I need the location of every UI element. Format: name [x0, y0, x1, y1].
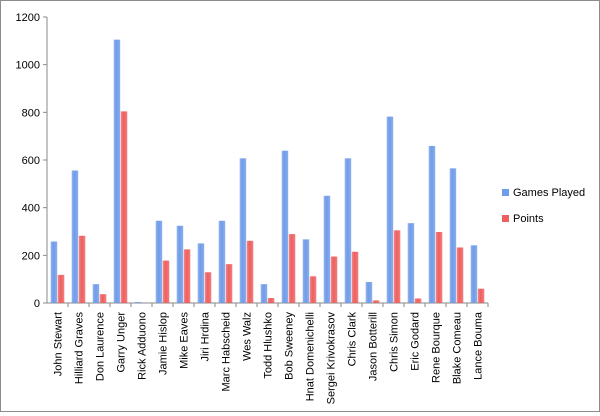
bar-games-played-bob-sweeney: [281, 150, 289, 303]
bar-points-jason-botterill: [372, 300, 380, 303]
bar-games-played-todd-hlushko: [260, 284, 268, 303]
axes: 0 200 400 600 800 1000 1200: [16, 12, 489, 310]
bar-points-chris-clark: [351, 251, 359, 303]
x-tick-labels: John Stewart Hilliard Graves Don Laurence G…: [53, 311, 485, 404]
bar-points-john-stewart: [57, 274, 65, 303]
bar-points-wes-walz: [246, 240, 254, 303]
legend: Games Played Points: [502, 187, 585, 225]
bars: [50, 39, 485, 304]
bar-games-played-john-stewart: [50, 241, 58, 303]
x-tick-label: Mike Eaves: [179, 312, 191, 369]
x-tick-label: Bob Sweeney: [284, 312, 296, 380]
bar-points-sergei-krivokrasov: [330, 256, 338, 303]
y-tick-label: 800: [22, 107, 40, 119]
x-tick-label: Jason Botterill: [368, 312, 380, 381]
x-tick-label: Chris Simon: [389, 312, 401, 372]
bar-points-jamie-hislop: [162, 260, 170, 303]
legend-swatch-points: [502, 215, 509, 222]
x-tick-label: John Stewart: [53, 312, 65, 376]
bar-games-played-mike-eaves: [176, 225, 184, 303]
bar-games-played-don-laurence: [92, 284, 100, 303]
bar-games-played-jamie-hislop: [155, 220, 163, 303]
x-tick-label: Garry Unger: [116, 312, 128, 373]
x-tick-label: Chris Clark: [347, 312, 359, 367]
bar-games-played-chris-simon: [386, 116, 394, 304]
bar-games-played-blake-comeau: [449, 168, 457, 303]
x-tick-label: Hilliard Graves: [74, 312, 86, 385]
x-tick-label: Rick Adduono: [137, 312, 149, 380]
bar-games-played-marc-habscheid: [218, 220, 226, 303]
bar-games-played-rene-bourque: [428, 145, 436, 303]
bar-games-played-wes-walz: [239, 158, 247, 303]
bar-games-played-eric-godard: [407, 223, 415, 303]
x-tick-label: Blake Comeau: [452, 312, 464, 384]
bar-points-todd-hlushko: [267, 298, 275, 303]
bar-games-played-jason-botterill: [365, 282, 373, 303]
x-tick-label: Sergei Krivokrasov: [326, 312, 338, 405]
x-tick-label: Rene Bourque: [431, 312, 443, 383]
y-tick-label: 1200: [16, 12, 40, 24]
bar-points-garry-unger: [120, 111, 128, 303]
y-tick-label: 400: [22, 203, 40, 215]
y-tick-label: 1000: [16, 60, 40, 72]
bar-points-bob-sweeney: [288, 234, 296, 303]
bar-points-hnat-domenichelli: [309, 276, 317, 303]
bar-points-chris-simon: [393, 230, 401, 303]
bar-points-rene-bourque: [435, 231, 443, 303]
y-tick-label: 600: [22, 155, 40, 167]
bar-points-blake-comeau: [456, 247, 464, 303]
x-tick-label: Jamie Hislop: [158, 312, 170, 375]
y-tick-label: 0: [34, 298, 40, 310]
bar-games-played-sergei-krivokrasov: [323, 195, 331, 303]
y-tick-label: 200: [22, 250, 40, 262]
bar-points-jiri-hrdina: [204, 272, 212, 303]
x-tick-label: Wes Walz: [242, 312, 254, 361]
bar-games-played-rick-adduono: [134, 302, 142, 303]
bar-points-eric-godard: [414, 298, 422, 303]
bar-games-played-hilliard-graves: [71, 170, 79, 303]
bar-points-lance-bouma: [477, 288, 485, 303]
bar-points-mike-eaves: [183, 249, 191, 304]
bar-points-hilliard-graves: [78, 235, 86, 303]
legend-swatch-games-played: [502, 189, 509, 196]
x-tick-label: Todd Hlushko: [263, 312, 275, 379]
bar-games-played-garry-unger: [113, 39, 121, 303]
x-tick-label: Marc Habscheid: [221, 312, 233, 391]
bar-games-played-lance-bouma: [470, 245, 478, 303]
bar-games-played-hnat-domenichelli: [302, 239, 310, 303]
x-tick-label: Jiri Hrdina: [200, 311, 212, 361]
bar-points-marc-habscheid: [225, 264, 233, 303]
x-tick-label: Hnat Domenichelli: [305, 312, 317, 401]
legend-label-points: Points: [513, 213, 544, 225]
bar-games-played-jiri-hrdina: [197, 243, 205, 303]
x-tick-label: Lance Bouma: [473, 311, 485, 380]
x-tick-label: Don Laurence: [95, 312, 107, 381]
bar-points-don-laurence: [99, 294, 107, 303]
x-tick-label: Eric Godard: [410, 312, 422, 371]
bar-games-played-chris-clark: [344, 158, 352, 303]
legend-label-games-played: Games Played: [513, 187, 585, 199]
